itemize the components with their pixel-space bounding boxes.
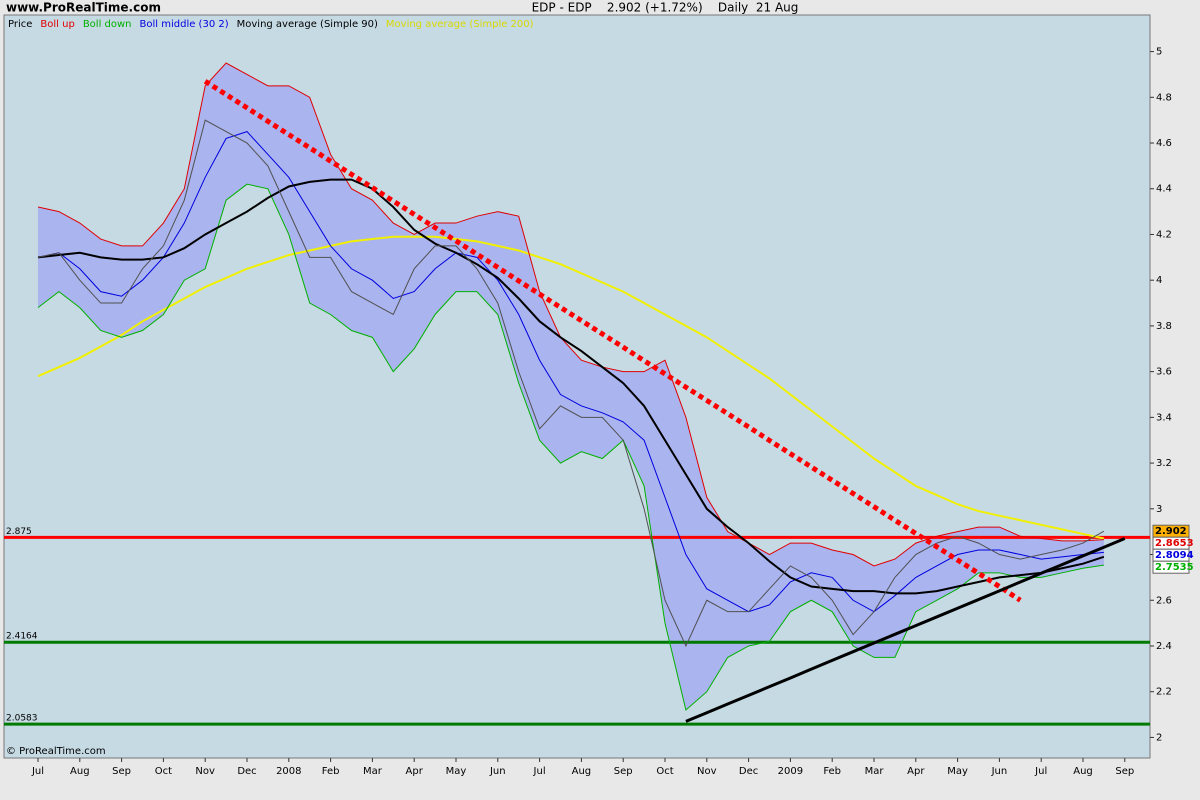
- y-tick-label: 3.4: [1156, 412, 1172, 423]
- price-tag-label: 2.902: [1155, 526, 1187, 537]
- series-line: [37, 119, 1105, 648]
- y-tick-label: 3.6: [1156, 367, 1172, 378]
- y-tick-label: 3.8: [1156, 321, 1172, 332]
- level-label: 2.0583: [6, 714, 38, 724]
- x-tick-label: Aug: [70, 766, 90, 777]
- series-line: [37, 62, 1104, 567]
- x-tick-label: 2008: [276, 766, 301, 777]
- x-tick-label: Dec: [237, 766, 256, 777]
- x-tick-label: Jul: [31, 766, 44, 777]
- x-tick-label: Aug: [572, 766, 592, 777]
- y-tick-label: 2: [1156, 732, 1162, 743]
- level-label: 2.875: [6, 527, 32, 537]
- y-tick-label: 2.6: [1156, 595, 1172, 606]
- x-tick-label: Mar: [865, 766, 885, 777]
- y-tick-label: 3: [1156, 504, 1162, 515]
- x-tick-label: May: [947, 766, 968, 777]
- x-tick-label: Sep: [614, 766, 633, 777]
- series-line: [37, 131, 1104, 613]
- legend-entry: Moving average (Simple 200): [386, 19, 534, 30]
- y-tick-label: 2.2: [1156, 687, 1172, 698]
- chart-title: EDP - EDP 2.902 (+1.72%) Daily 21 Aug: [532, 1, 799, 15]
- y-tick-label: 2.4: [1156, 641, 1172, 652]
- x-tick-label: Feb: [823, 766, 841, 777]
- x-tick-label: Sep: [112, 766, 131, 777]
- x-tick-label: 2009: [778, 766, 803, 777]
- x-tick-label: Oct: [155, 766, 172, 777]
- series-line: [37, 178, 1105, 595]
- legend-entry: Boll down: [83, 19, 132, 30]
- band-fill: [38, 63, 1104, 710]
- y-tick-label: 4: [1156, 275, 1162, 286]
- y-tick-label: 4.6: [1156, 138, 1172, 149]
- level-label: 2.4164: [6, 632, 38, 642]
- legend: Price Boll up Boll down Boll middle (30 2) M…: [8, 19, 534, 30]
- y-tick-label: 4.8: [1156, 92, 1172, 103]
- price-tag-label: 2.8094: [1155, 550, 1194, 561]
- y-tick-label: 4.4: [1156, 184, 1172, 195]
- legend-entry: Price: [8, 19, 32, 30]
- y-tick-label: 4.2: [1156, 229, 1172, 240]
- x-tick-label: Jul: [533, 766, 546, 777]
- x-tick-label: Apr: [406, 766, 424, 777]
- series-line: [37, 183, 1104, 711]
- x-tick-label: Aug: [1073, 766, 1093, 777]
- legend-entry: Boll middle (30 2): [140, 19, 229, 30]
- price-tag: [1152, 560, 1190, 574]
- x-tick-label: Apr: [907, 766, 925, 777]
- x-tick-label: Feb: [322, 766, 340, 777]
- site-header: www.ProRealTime.com: [6, 1, 161, 15]
- x-tick-label: Jun: [991, 766, 1008, 777]
- price-tag-label: 2.7535: [1155, 562, 1194, 573]
- x-tick-label: Sep: [1115, 766, 1134, 777]
- legend-entry: Boll up: [40, 19, 74, 30]
- x-tick-label: Jun: [489, 766, 506, 777]
- series-line: [37, 235, 1105, 540]
- price-tag-label: 2.8653: [1155, 538, 1194, 549]
- y-tick-label: 3.2: [1156, 458, 1172, 469]
- footer: © ProRealTime.com: [6, 746, 106, 757]
- x-tick-label: Mar: [363, 766, 383, 777]
- y-tick-label: 5: [1156, 47, 1162, 58]
- x-tick-label: Nov: [697, 766, 717, 777]
- trendline: [685, 537, 1126, 723]
- trendline: [203, 79, 1022, 603]
- x-tick-label: Jul: [1034, 766, 1047, 777]
- x-tick-label: Dec: [739, 766, 758, 777]
- x-tick-label: Oct: [656, 766, 673, 777]
- x-tick-label: Nov: [195, 766, 215, 777]
- x-tick-label: May: [446, 766, 467, 777]
- legend-entry: Moving average (Simple 90): [237, 19, 378, 30]
